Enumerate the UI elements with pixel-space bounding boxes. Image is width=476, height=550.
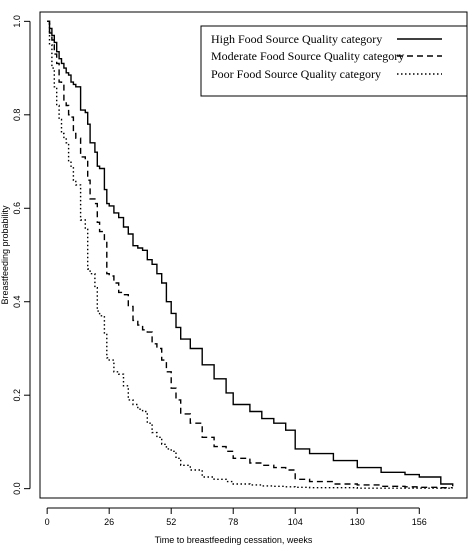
x-tick-label: 52	[166, 517, 176, 527]
y-tick-label: 0.8	[12, 109, 22, 122]
x-axis-label: Time to breastfeeding cessation, weeks	[155, 535, 313, 545]
legend: High Food Source Quality category Modera…	[200, 25, 468, 97]
legend-box	[200, 25, 468, 97]
y-tick-label: 1.0	[12, 15, 22, 28]
x-tick-label: 156	[412, 517, 427, 527]
series-poor	[47, 20, 453, 489]
y-axis-label: Breastfeeding probability	[0, 205, 10, 305]
y-tick-label: 0.2	[12, 389, 22, 402]
legend-label-moderate: Moderate Food Source Quality category	[211, 49, 404, 63]
plot-frame	[39, 11, 468, 499]
y-tick-label: 0.0	[12, 482, 22, 495]
x-tick-label: 104	[288, 517, 303, 527]
legend-label-high: High Food Source Quality category	[211, 32, 382, 46]
x-tick-label: 130	[350, 517, 365, 527]
x-tick-label: 78	[228, 517, 238, 527]
axes: 0 26 52 78 104 130 156 0.0 0.2 0.4 0.6 0.8 1.0 Time t…	[0, 11, 468, 545]
series-moderate	[47, 20, 453, 489]
x-tick-label: 0	[45, 517, 50, 527]
x-tick-label: 26	[104, 517, 114, 527]
legend-label-poor: Poor Food Source Quality category	[211, 67, 381, 81]
y-tick-label: 0.6	[12, 202, 22, 215]
series-layer	[47, 20, 454, 489]
y-tick-label: 0.4	[12, 295, 22, 308]
series-high	[47, 20, 454, 487]
